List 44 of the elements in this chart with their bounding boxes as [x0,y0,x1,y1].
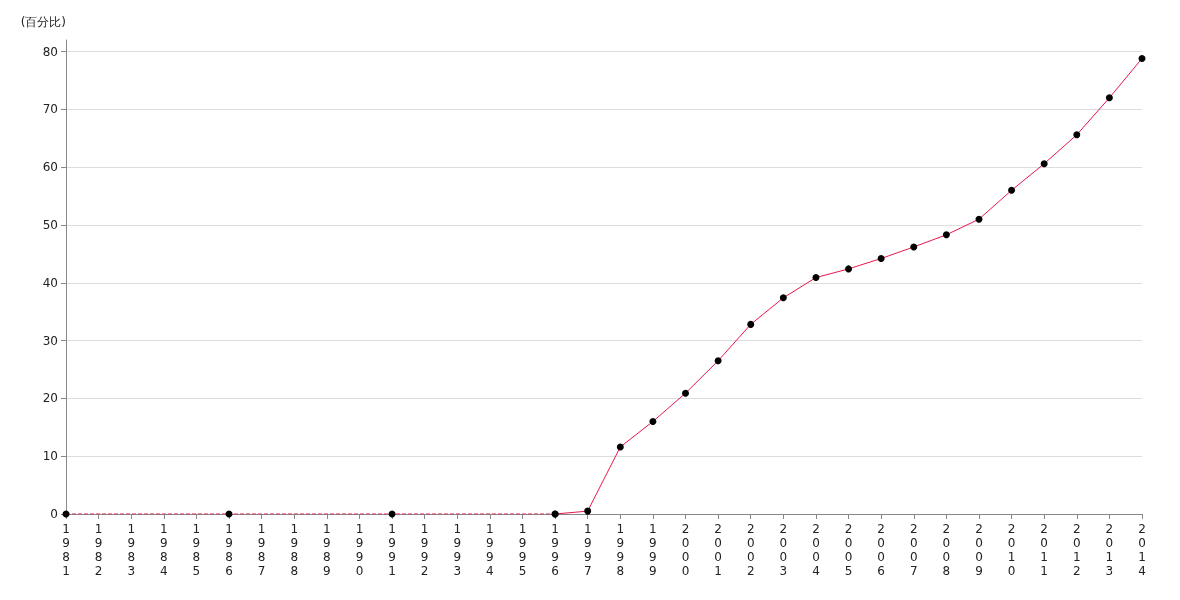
x-tick-label: 1992 [420,522,429,578]
x-tick-label: 1996 [551,522,559,578]
y-axis-title: (百分比) [20,15,66,29]
x-tick-label: 2005 [844,522,853,578]
y-tick-label: 50 [42,217,58,232]
x-tick-label: 2004 [812,522,820,578]
x-tick-label: 1985 [192,522,201,578]
y-tick-label: 20 [42,391,58,406]
x-tick-label: 1999 [649,522,657,578]
x-tick-label: 2011 [1040,522,1048,578]
x-tick-label: 1982 [94,522,103,578]
x-tick-label: 1984 [160,522,168,578]
y-tick-label: 80 [42,44,58,59]
y-tick-label: 40 [42,275,58,290]
x-tick-label: 1989 [323,522,331,578]
y-tick-label: 30 [42,333,58,348]
x-tick-label: 2014 [1138,522,1146,578]
y-tick-label: 60 [42,160,58,175]
x-tick-label: 1986 [225,522,233,578]
x-tick-label: 2010 [1007,522,1016,578]
x-tick-label: 1988 [290,522,299,578]
x-tick-label: 1990 [355,522,364,578]
x-tick-label: 2003 [779,522,788,578]
x-tick-label: 1994 [486,522,494,578]
x-tick-label: 2002 [746,522,755,578]
y-tick-label: 10 [42,449,58,464]
x-tick-label: 1998 [616,522,625,578]
x-tick-label: 2013 [1105,522,1114,578]
x-tick-label: 2006 [877,522,885,578]
x-tick-label: 1983 [127,522,136,578]
x-tick-label: 2007 [909,522,918,578]
y-tick-label: 0 [50,507,58,521]
y-tick-label: 70 [42,102,58,117]
x-tick-label: 2000 [681,522,690,578]
x-tick-label: 2009 [975,522,983,578]
x-tick-label: 1997 [583,522,592,578]
x-tick-label: 1995 [518,522,527,578]
x-tick-label: 2008 [942,522,951,578]
x-tick-label: 2001 [714,522,722,578]
x-tick-label: 2012 [1072,522,1081,578]
x-tick-label: 1993 [453,522,462,578]
x-tick-label: 1991 [388,522,396,578]
x-tick-label: 1987 [257,522,266,578]
x-tick-label: 1981 [62,522,70,578]
